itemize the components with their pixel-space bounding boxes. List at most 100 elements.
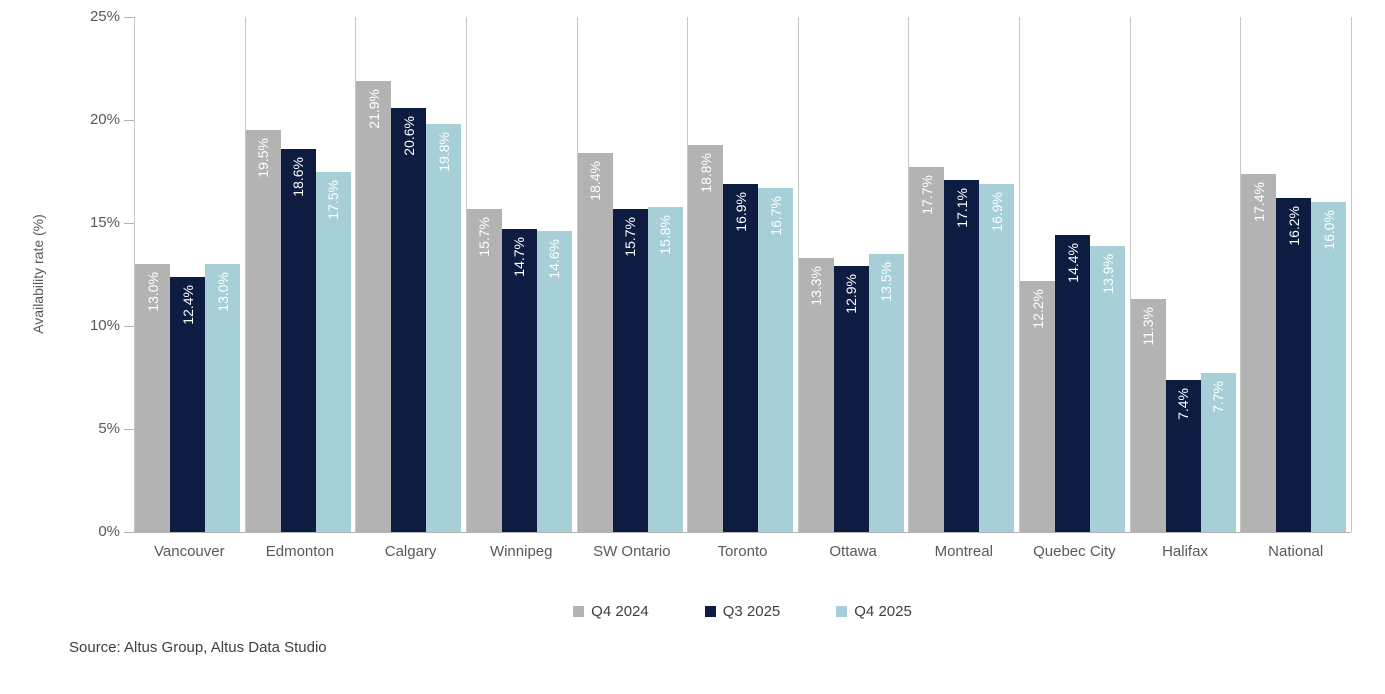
bar: 12.4% bbox=[170, 276, 205, 532]
bar: 17.5% bbox=[315, 171, 351, 532]
bar: 13.5% bbox=[868, 253, 904, 532]
bar-value-label: 18.8% bbox=[697, 152, 714, 193]
bar-value-label: 18.4% bbox=[587, 161, 604, 201]
legend-swatch bbox=[836, 606, 848, 617]
y-tick-mark bbox=[124, 532, 134, 533]
bar-value-label: 13.0% bbox=[214, 272, 231, 312]
bar: 21.9% bbox=[356, 80, 392, 532]
bar-group: 18.4% 15.7% 15.8% bbox=[577, 153, 683, 532]
legend-item: Q4 2024 bbox=[573, 604, 649, 619]
bar: 15.7% bbox=[466, 208, 502, 532]
bar: 15.7% bbox=[612, 208, 648, 532]
category-separator-gridline bbox=[1019, 17, 1020, 532]
legend-label: Q4 2024 bbox=[591, 603, 649, 620]
bar: 17.7% bbox=[909, 167, 945, 532]
x-category-label: Montreal bbox=[934, 543, 993, 560]
bar-value-label: 15.8% bbox=[657, 214, 674, 255]
bar: 15.8% bbox=[647, 206, 683, 532]
bar-value-label: 17.4% bbox=[1250, 181, 1267, 222]
bar-group: 11.3% 7.4% 7.7% bbox=[1130, 299, 1236, 532]
y-tick-label: 15% bbox=[89, 214, 120, 231]
y-tick-label: 20% bbox=[89, 111, 120, 128]
bar-group: 17.7% 17.1% 16.9% bbox=[909, 167, 1015, 532]
bar-value-label: 17.7% bbox=[918, 175, 935, 216]
bar-group: 21.9% 20.6% 19.8% bbox=[356, 80, 462, 532]
y-tick-mark bbox=[124, 17, 134, 18]
bar-group: 18.8% 16.9% 16.7% bbox=[688, 144, 794, 532]
legend: Q4 2024 Q3 2025 Q4 2025 bbox=[134, 604, 1351, 619]
bar: 18.8% bbox=[688, 144, 724, 532]
bar-value-label: 16.0% bbox=[1320, 210, 1337, 251]
bar: 20.6% bbox=[391, 107, 427, 532]
bar-value-label: 15.7% bbox=[622, 216, 639, 257]
bar-value-label: 7.7% bbox=[1210, 381, 1227, 414]
bar: 18.6% bbox=[280, 148, 316, 532]
x-category-label: Quebec City bbox=[1033, 543, 1116, 560]
bar: 7.7% bbox=[1200, 373, 1236, 532]
plot-area: 13.0% 12.4% 13.0% 19.5% 18.6% 17.5% 21.9% 20.6%… bbox=[134, 17, 1352, 533]
x-category-label: Edmonton bbox=[265, 543, 335, 560]
x-category-label: Ottawa bbox=[829, 543, 877, 560]
x-category-label: Halifax bbox=[1162, 543, 1208, 560]
bar-value-label: 16.7% bbox=[767, 196, 784, 236]
legend-label: Q4 2025 bbox=[854, 603, 912, 620]
bar: 14.7% bbox=[501, 229, 537, 532]
bar-group: 12.2% 14.4% 13.9% bbox=[1020, 235, 1126, 532]
legend-item: Q4 2025 bbox=[836, 604, 912, 619]
x-category-label: Toronto bbox=[717, 543, 768, 560]
bar: 19.8% bbox=[426, 124, 462, 532]
bar-value-label: 16.9% bbox=[732, 191, 749, 232]
x-category-label: Vancouver bbox=[154, 543, 225, 560]
bar-group: 13.0% 12.4% 13.0% bbox=[135, 264, 240, 532]
bar-group: 15.7% 14.7% 14.6% bbox=[466, 208, 572, 532]
y-tick-label: 0% bbox=[98, 523, 120, 540]
bar: 19.5% bbox=[245, 130, 281, 532]
bar-value-label: 17.1% bbox=[953, 187, 970, 228]
bar: 17.4% bbox=[1241, 173, 1277, 532]
bar: 13.9% bbox=[1090, 245, 1126, 532]
bar-value-label: 21.9% bbox=[365, 88, 382, 129]
bar: 13.0% bbox=[135, 264, 170, 532]
y-tick-mark bbox=[124, 326, 134, 327]
bar-value-label: 14.6% bbox=[546, 239, 563, 279]
x-category-label: Calgary bbox=[384, 543, 437, 560]
source-note: Source: Altus Group, Altus Data Studio bbox=[69, 639, 327, 656]
x-category-label: National bbox=[1268, 543, 1324, 560]
y-tick-label: 5% bbox=[98, 420, 120, 437]
x-category-label: SW Ontario bbox=[593, 543, 671, 560]
bar-value-label: 14.4% bbox=[1064, 243, 1081, 284]
bar: 13.3% bbox=[798, 258, 834, 532]
category-separator-gridline bbox=[1351, 17, 1352, 532]
category-separator-gridline bbox=[1130, 17, 1131, 532]
category-separator-gridline bbox=[1240, 17, 1241, 532]
bar: 16.9% bbox=[979, 183, 1015, 532]
legend-swatch bbox=[704, 606, 716, 617]
category-separator-gridline bbox=[134, 17, 135, 532]
bar-value-label: 15.7% bbox=[476, 216, 493, 257]
bar-value-label: 16.2% bbox=[1285, 206, 1302, 247]
bar: 12.9% bbox=[833, 266, 869, 532]
bar: 16.0% bbox=[1311, 202, 1347, 532]
y-axis-title: Availability rate (%) bbox=[30, 214, 46, 334]
bar-value-label: 17.5% bbox=[325, 179, 342, 220]
bar: 16.7% bbox=[758, 188, 794, 532]
legend-swatch bbox=[573, 606, 585, 617]
bar-value-label: 19.8% bbox=[435, 132, 452, 172]
bar-value-label: 19.5% bbox=[255, 138, 272, 179]
bar-value-label: 13.5% bbox=[878, 261, 895, 302]
y-tick-label: 25% bbox=[89, 8, 120, 25]
bar: 7.4% bbox=[1165, 379, 1201, 532]
bar-value-label: 16.9% bbox=[988, 191, 1005, 232]
category-separator-gridline bbox=[908, 17, 909, 532]
category-separator-gridline bbox=[466, 17, 467, 532]
bar: 16.2% bbox=[1276, 198, 1312, 532]
category-separator-gridline bbox=[245, 17, 246, 532]
category-separator-gridline bbox=[798, 17, 799, 532]
bar-value-label: 13.3% bbox=[808, 266, 825, 306]
bar-value-label: 14.7% bbox=[511, 237, 528, 277]
bar-value-label: 12.2% bbox=[1029, 288, 1046, 329]
bar-group: 19.5% 18.6% 17.5% bbox=[245, 130, 351, 532]
bar: 17.1% bbox=[944, 179, 980, 532]
bar: 13.0% bbox=[205, 264, 240, 532]
